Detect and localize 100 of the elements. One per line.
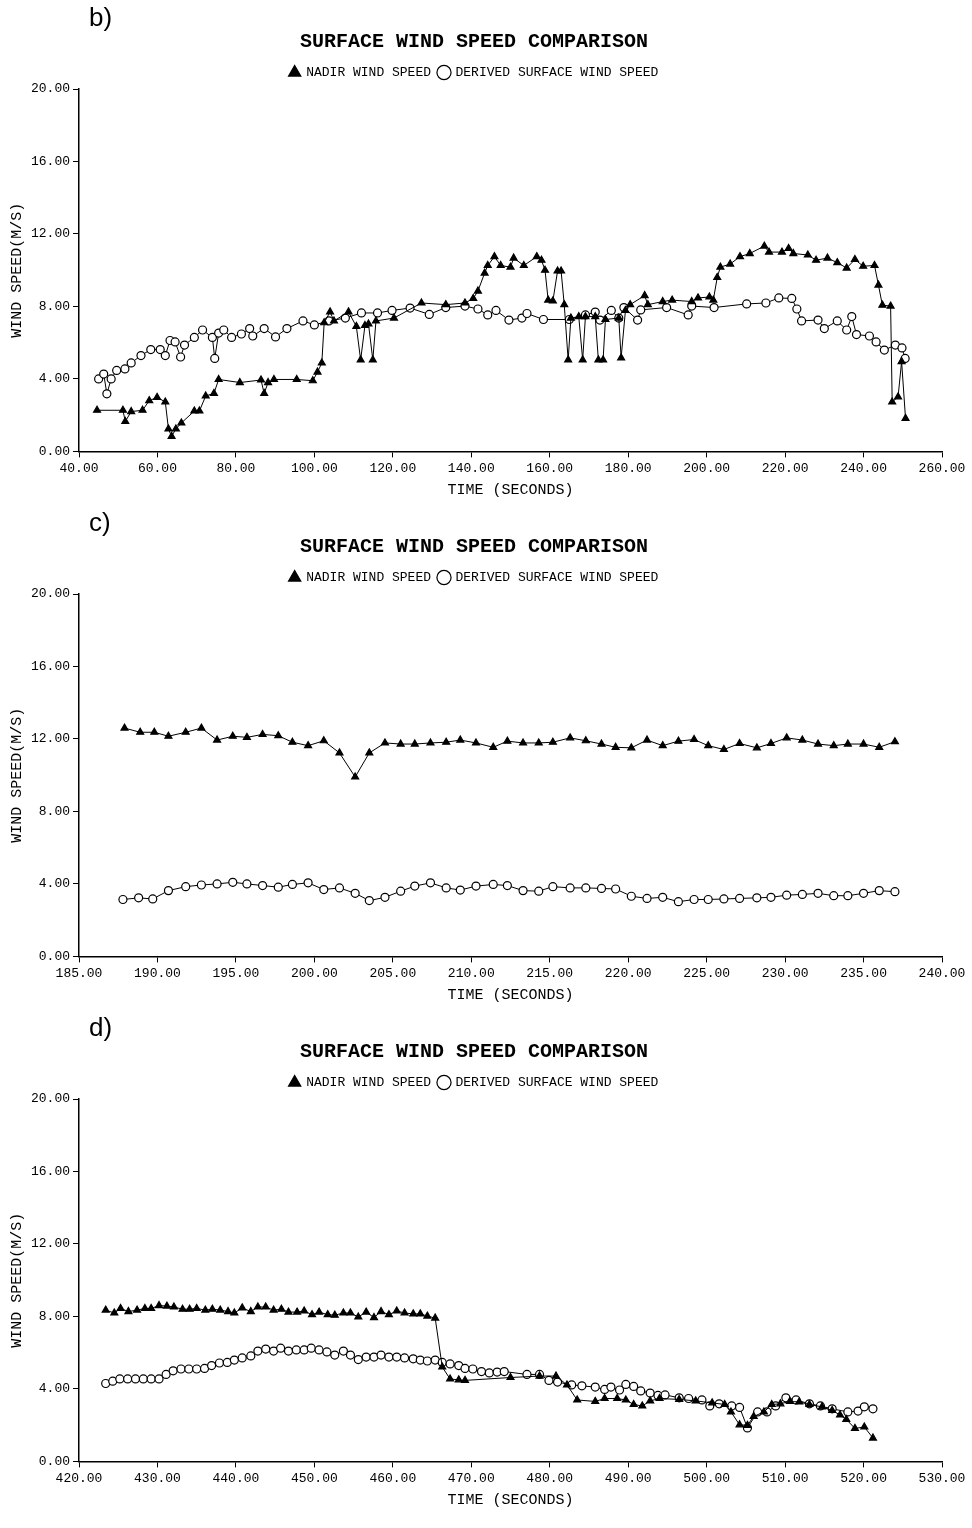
- point: [426, 738, 435, 746]
- point: [257, 880, 268, 891]
- point: [120, 723, 129, 731]
- y-axis-title: WIND SPEED(M/S): [8, 707, 26, 843]
- x-tick-label: 195.00: [212, 965, 260, 981]
- y-tick-label: 4.00: [38, 876, 71, 892]
- point: [719, 744, 728, 753]
- point: [597, 739, 606, 747]
- x-tick-label: 190.00: [134, 965, 181, 981]
- x-tick-label: 120.00: [369, 460, 417, 476]
- y-tick-label: 0.00: [38, 1453, 71, 1469]
- point: [425, 878, 436, 888]
- point: [456, 735, 465, 743]
- point: [829, 891, 839, 901]
- point: [471, 738, 481, 746]
- y-tick-label: 4.00: [38, 371, 71, 387]
- x-tick-label: 60.00: [137, 460, 177, 476]
- y-tick-label: 20.00: [30, 586, 71, 602]
- point: [734, 893, 745, 904]
- y-axis-title: WIND SPEED(M/S): [8, 202, 26, 338]
- x-tick-label: 180.00: [604, 460, 652, 476]
- x-axis-title: TIME (SECONDS): [447, 1491, 574, 1509]
- point: [875, 742, 884, 750]
- point: [365, 748, 374, 756]
- point: [829, 741, 838, 749]
- point: [118, 894, 128, 905]
- x-tick-label: 440.00: [212, 1470, 260, 1486]
- point: [611, 884, 621, 894]
- chart-title: SURFACE WIND SPEED COMPARISON: [299, 535, 649, 559]
- point: [319, 884, 329, 895]
- point: [136, 727, 145, 735]
- x-axis-title: TIME (SECONDS): [447, 481, 574, 499]
- y-tick-label: 12.00: [30, 1236, 71, 1252]
- point: [611, 742, 620, 750]
- point: [503, 736, 512, 744]
- point: [442, 737, 451, 745]
- point: [351, 772, 360, 780]
- point: [304, 741, 313, 749]
- point: [689, 894, 699, 905]
- y-tick-label: 16.00: [30, 1163, 71, 1179]
- point: [319, 736, 328, 744]
- y-tick-label: 12.00: [30, 226, 71, 242]
- legend-label: DERIVED SURFACE WIND SPEED: [455, 1074, 659, 1090]
- point: [181, 727, 190, 735]
- x-tick-label: 500.00: [683, 1470, 731, 1486]
- point: [566, 733, 575, 741]
- x-tick-label: 240.00: [840, 460, 887, 476]
- point: [704, 741, 713, 749]
- point: [874, 886, 884, 896]
- point: [843, 891, 853, 901]
- point: [350, 888, 360, 898]
- x-tick-label: 510.00: [761, 1470, 809, 1486]
- point: [534, 738, 543, 746]
- x-tick-label: 220.00: [761, 460, 809, 476]
- point: [518, 886, 528, 896]
- point: [228, 731, 237, 739]
- y-tick-label: 0.00: [38, 948, 71, 964]
- point: [642, 893, 652, 904]
- point: [410, 739, 419, 747]
- point: [228, 877, 238, 887]
- x-tick-label: 520.00: [840, 1470, 887, 1486]
- x-tick-label: 40.00: [59, 460, 99, 476]
- x-tick-label: 230.00: [761, 965, 809, 981]
- point: [212, 879, 222, 889]
- x-tick-label: 240.00: [918, 965, 966, 981]
- point: [719, 894, 729, 904]
- point: [287, 879, 297, 890]
- point: [288, 737, 297, 745]
- y-tick-label: 20.00: [30, 1091, 71, 1107]
- x-tick-label: 460.00: [369, 1470, 417, 1486]
- legend-label: NADIR WIND SPEED: [306, 64, 432, 80]
- point: [627, 743, 636, 751]
- point: [890, 737, 899, 745]
- x-tick-label: 450.00: [290, 1470, 338, 1486]
- point: [843, 739, 852, 747]
- point: [197, 723, 206, 731]
- point: [642, 735, 652, 743]
- x-tick-label: 235.00: [840, 965, 887, 981]
- point: [752, 893, 762, 903]
- point: [471, 881, 481, 891]
- point: [735, 738, 744, 747]
- x-tick-label: 420.00: [55, 1470, 103, 1486]
- x-tick-label: 200.00: [683, 460, 731, 476]
- x-tick-label: 480.00: [526, 1470, 574, 1486]
- point: [164, 731, 173, 739]
- x-tick-label: 220.00: [604, 965, 652, 981]
- x-tick-label: 260.00: [918, 460, 966, 476]
- point: [766, 892, 776, 902]
- point: [163, 886, 174, 896]
- x-tick-label: 205.00: [369, 965, 417, 981]
- x-tick-label: 80.00: [216, 460, 256, 476]
- point: [890, 887, 900, 897]
- point: [150, 727, 159, 735]
- y-tick-label: 16.00: [30, 153, 71, 169]
- point: [626, 891, 636, 901]
- x-tick-label: 530.00: [918, 1470, 966, 1486]
- point: [813, 739, 823, 747]
- point: [242, 732, 251, 740]
- point: [364, 895, 374, 906]
- point: [859, 739, 868, 747]
